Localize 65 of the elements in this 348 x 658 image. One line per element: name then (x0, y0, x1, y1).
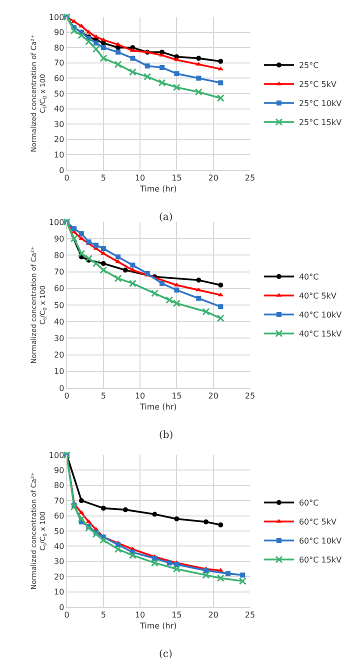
y-tick-label: 30 (54, 557, 64, 566)
x-tick-label: 15 (172, 392, 182, 401)
y-tick-label: 0 (59, 384, 64, 393)
x-axis-title: Time (hr) (139, 402, 177, 412)
x-tick-label: 10 (134, 174, 146, 183)
y-tick-label: 90 (54, 28, 64, 38)
y-tick-label: 80 (54, 251, 64, 260)
y-tick-label: 90 (54, 466, 64, 475)
y-tick-label: 70 (54, 496, 64, 506)
legend-label: 60°C 10kV (298, 536, 342, 546)
legend-label: 60°C 15kV (298, 556, 342, 565)
legend-label: 40°C 15kV (298, 330, 342, 339)
x-tick-label: 20 (208, 392, 218, 401)
y-tick-label: 100 (48, 450, 64, 460)
x-tick-label: 20 (208, 610, 218, 620)
legend-label: 25°C (298, 61, 320, 70)
y-tick-label: 20 (54, 135, 64, 144)
y-tick-label: 80 (54, 43, 64, 52)
y-tick-label: 40 (54, 542, 64, 551)
x-tick-label: 10 (134, 610, 146, 620)
y-tick-label: 20 (54, 572, 64, 582)
x-tick-label: 25 (244, 610, 256, 620)
legend-label: 60°C (298, 498, 320, 508)
legend-label: 25°C 10kV (298, 99, 342, 108)
x-axis-title: Time (hr) (139, 622, 177, 631)
y-tick-label: 100 (48, 12, 64, 22)
y-tick-label: 100 (48, 218, 64, 227)
legend-label: 60°C 5kV (298, 518, 337, 527)
y-tick-label: 90 (54, 234, 64, 244)
y-tick-label: 80 (54, 481, 64, 490)
y-tick-label: 50 (54, 300, 64, 310)
x-tick-label: 15 (172, 610, 182, 620)
x-tick-label: 5 (100, 174, 106, 183)
y-tick-label: 60 (54, 284, 64, 294)
legend-label: 25°C 15kV (298, 118, 342, 128)
legend-label: 40°C (298, 272, 320, 282)
y-tick-label: 10 (54, 367, 64, 376)
x-axis-title: Time (hr) (139, 184, 177, 194)
legend-label: 40°C 5kV (298, 292, 337, 301)
y-tick-label: 0 (59, 602, 64, 612)
y-tick-label: 60 (54, 74, 64, 83)
y-tick-label: 0 (59, 166, 64, 175)
y-tick-label: 40 (54, 104, 64, 114)
y-tick-label: 40 (54, 317, 64, 326)
y-tick-label: 50 (54, 89, 64, 98)
x-tick-label: 5 (100, 392, 106, 401)
x-tick-label: 15 (172, 174, 182, 183)
legend-label: 40°C 10kV (298, 310, 342, 320)
y-tick-label: 30 (54, 334, 64, 343)
x-tick-label: 20 (208, 174, 218, 183)
x-tick-label: 25 (244, 392, 256, 401)
y-tick-label: 70 (54, 268, 64, 277)
y-tick-label: 30 (54, 120, 64, 129)
y-tick-label: 70 (54, 58, 64, 68)
x-tick-label: 25 (244, 174, 256, 183)
x-tick-label: 10 (134, 392, 146, 401)
legend-label: 25°C 5kV (298, 80, 337, 90)
annotation: (a) (159, 212, 173, 223)
y-tick-label: 60 (54, 512, 64, 521)
y-tick-label: 20 (54, 350, 64, 360)
y-tick-label: 10 (54, 150, 64, 160)
y-tick-label: 50 (54, 526, 64, 536)
y-tick-label: 10 (54, 588, 64, 597)
text: (b) (159, 430, 174, 441)
x-tick-label: 5 (100, 610, 106, 620)
